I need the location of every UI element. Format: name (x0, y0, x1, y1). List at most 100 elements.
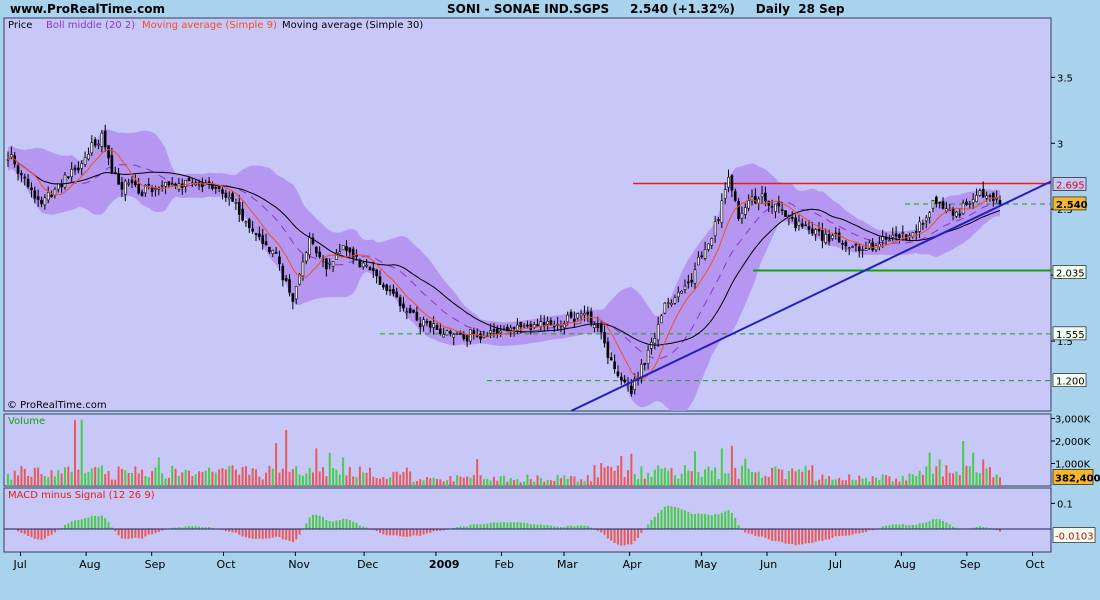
volume-bar (777, 468, 780, 486)
macd-bar (298, 528, 301, 535)
candle-body (774, 203, 777, 212)
candle (978, 188, 982, 197)
volume-bar (265, 472, 268, 486)
candle (70, 162, 73, 183)
volume-bar (13, 470, 16, 486)
candle (107, 145, 110, 166)
volume-bar (975, 472, 978, 486)
candle-body (144, 184, 147, 194)
volume-bar (640, 466, 643, 486)
volume-bar (27, 475, 30, 486)
volume-bar (345, 475, 348, 486)
volume-bar (335, 469, 338, 486)
volume-bar (198, 471, 201, 486)
volume-bar (405, 467, 408, 486)
site-name[interactable]: www.ProRealTime.com (10, 2, 165, 16)
macd-bar (422, 528, 425, 535)
candle (546, 316, 549, 331)
candle-body (717, 219, 720, 221)
macd-bar (901, 524, 904, 529)
candle (871, 238, 874, 252)
volume-bar (308, 467, 311, 486)
candle-body (988, 195, 992, 197)
candle (971, 193, 975, 210)
x-tick-label: Oct (1026, 558, 1046, 571)
volume-bar (449, 476, 452, 486)
last-volume-badge-box (1052, 469, 1094, 485)
candle-body (800, 223, 804, 227)
volume-bar (432, 477, 435, 486)
candle-body (573, 318, 576, 322)
volume-bar (881, 474, 884, 486)
candle (288, 274, 291, 297)
candle (821, 222, 824, 249)
candle-body (214, 187, 218, 189)
candle-body (227, 196, 231, 200)
candle-body (693, 269, 697, 284)
candle-body (170, 183, 174, 185)
candle-body (83, 157, 87, 165)
candle (325, 258, 328, 277)
candle-body (351, 248, 355, 258)
candle-body (201, 183, 204, 187)
candle (479, 331, 482, 344)
candle-body (616, 371, 620, 377)
candle (991, 191, 995, 207)
volume-bar (570, 476, 573, 486)
macd-bar (459, 526, 462, 529)
macd-bar (244, 528, 247, 538)
price-panel[interactable] (3, 17, 1052, 412)
candle-body (435, 325, 439, 330)
macd-bar (466, 526, 469, 529)
candle (261, 228, 265, 250)
volume-bar (204, 470, 207, 486)
candle-body (160, 184, 164, 187)
volume-bar (33, 467, 36, 486)
volume-bar (720, 448, 723, 486)
volume-bar (469, 477, 472, 486)
candle (499, 324, 502, 338)
candle (328, 258, 332, 270)
candle-body (730, 175, 734, 191)
macd-bar (305, 523, 308, 529)
volume-bar (955, 471, 958, 486)
candle (646, 345, 650, 370)
macd-panel[interactable] (3, 487, 1052, 553)
volume-bar (94, 466, 97, 486)
macd-bar (134, 528, 137, 538)
volume-bar (452, 481, 455, 486)
macd-bar (680, 509, 683, 529)
macd-bar (177, 527, 180, 529)
candle (683, 279, 687, 294)
candle (298, 272, 301, 286)
macd-bar (348, 520, 351, 529)
macd-bar (935, 518, 938, 529)
candle-body (361, 262, 365, 267)
macd-bar (905, 525, 908, 529)
candle (697, 251, 700, 266)
candle-body (211, 184, 214, 189)
volume-bar (566, 478, 569, 486)
volume-bar (596, 477, 599, 486)
volume-bar (683, 465, 686, 486)
candle (740, 206, 744, 224)
macd-bar (821, 528, 824, 541)
macd-bar (365, 527, 368, 529)
macd-bar (573, 526, 576, 529)
macd-bar (737, 525, 740, 529)
volume-bar (318, 471, 321, 486)
macd-bar (231, 528, 234, 533)
volume-bar (831, 479, 834, 486)
macd-bar (972, 527, 975, 529)
volume-bar (915, 476, 918, 486)
macd-bar (576, 525, 579, 529)
candle-body (134, 181, 137, 186)
volume-bar (895, 478, 898, 486)
candle-body (807, 226, 811, 230)
candle (23, 173, 27, 186)
macd-bar (650, 520, 653, 529)
candle-body (630, 385, 633, 394)
volume-bar (372, 476, 375, 486)
candle (254, 232, 258, 242)
